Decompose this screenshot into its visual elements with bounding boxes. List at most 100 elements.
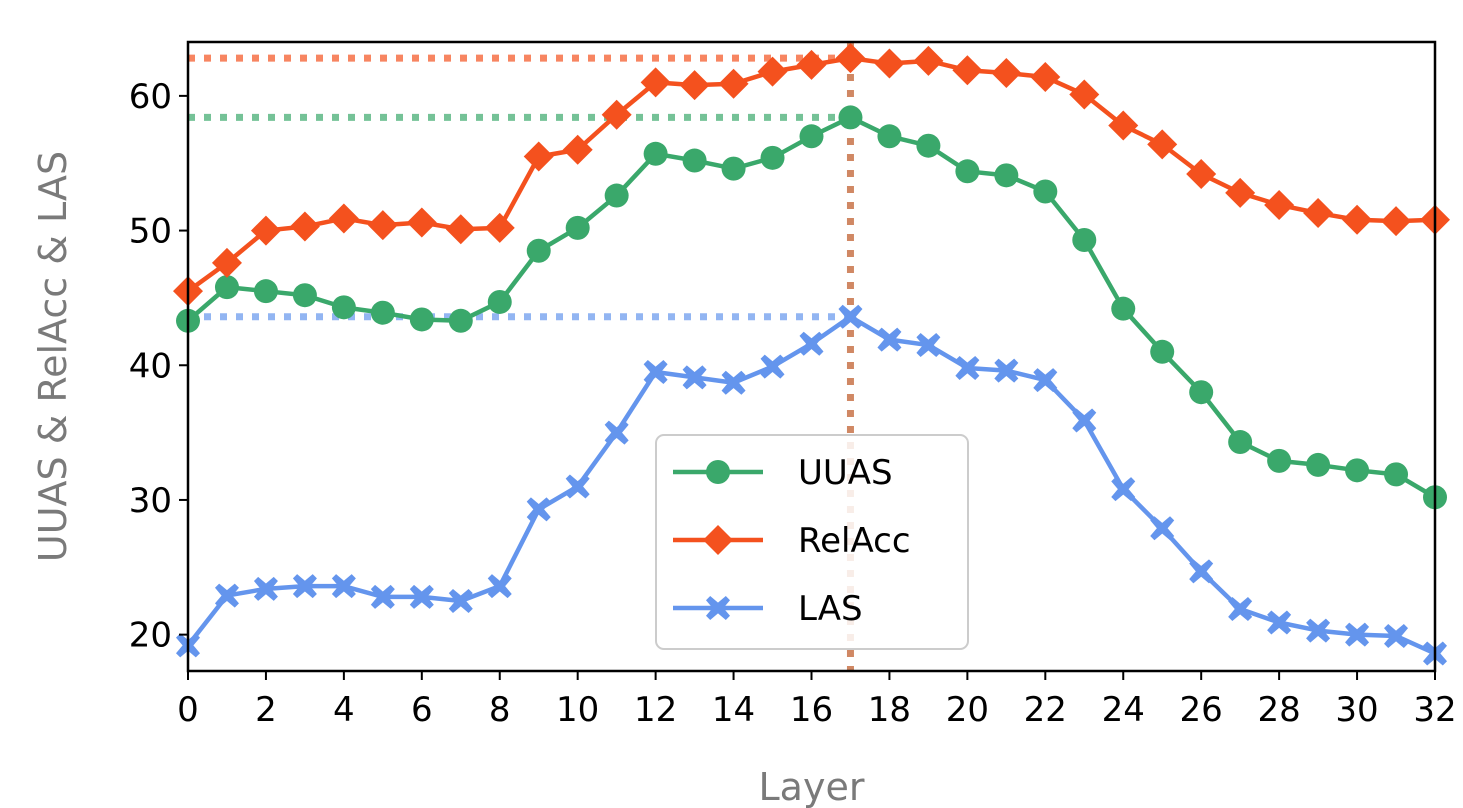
data-point-uuas	[877, 124, 902, 149]
data-point-uuas	[643, 141, 668, 166]
data-point-las	[331, 574, 356, 599]
data-point-uuas	[955, 159, 980, 184]
data-point-las	[253, 576, 278, 601]
data-point-relacc	[1303, 198, 1334, 229]
data-point-las	[1189, 559, 1214, 584]
data-point-las	[1384, 623, 1409, 648]
data-point-relacc	[874, 48, 905, 79]
data-point-las	[1033, 368, 1058, 393]
data-point-uuas	[1072, 227, 1097, 252]
x-tick-label: 20	[946, 690, 989, 730]
data-point-las	[1306, 618, 1331, 643]
legend-label-las: LAS	[798, 589, 863, 629]
data-point-las	[799, 331, 824, 356]
data-point-las	[214, 583, 239, 608]
data-point-uuas	[1267, 448, 1292, 473]
data-point-uuas	[604, 183, 629, 208]
data-point-relacc	[1108, 110, 1139, 141]
data-point-relacc	[211, 247, 242, 278]
y-axis-label: UUAS & RelAcc & LAS	[31, 151, 75, 562]
data-point-uuas	[799, 124, 824, 149]
data-point-las	[1267, 610, 1292, 635]
data-point-las	[760, 354, 785, 379]
data-point-uuas	[721, 156, 746, 181]
x-tick-label: 24	[1102, 690, 1145, 730]
data-point-uuas	[1033, 179, 1058, 204]
x-tick-label: 12	[634, 690, 677, 730]
data-point-relacc	[679, 70, 710, 101]
data-point-relacc	[601, 99, 632, 130]
data-point-relacc	[367, 210, 398, 241]
data-point-relacc	[1030, 62, 1061, 93]
data-point-relacc	[991, 57, 1022, 88]
data-point-uuas	[487, 289, 512, 314]
data-point-las	[955, 355, 980, 380]
data-point-uuas	[994, 163, 1019, 188]
data-point-relacc	[796, 49, 827, 80]
data-point-relacc	[445, 214, 476, 245]
x-tick-label: 30	[1335, 690, 1378, 730]
x-tick-label: 18	[868, 690, 911, 730]
data-point-las	[682, 365, 707, 390]
series-las	[176, 304, 1447, 666]
data-point-uuas	[1111, 296, 1136, 321]
data-point-uuas	[370, 300, 395, 325]
data-point-las	[604, 420, 629, 445]
x-tick-label: 8	[489, 690, 511, 730]
data-point-uuas	[253, 279, 278, 304]
data-point-relacc	[562, 134, 593, 165]
data-point-relacc	[484, 212, 515, 243]
y-tick-label: 40	[129, 346, 172, 386]
data-point-relacc	[718, 68, 749, 99]
data-point-las	[877, 327, 902, 352]
data-point-las	[370, 584, 395, 609]
legend-item-uuas: UUAS	[673, 453, 893, 493]
legend-label-uuas: UUAS	[798, 453, 893, 493]
legend-label-relacc: RelAcc	[798, 521, 911, 561]
x-tick-label: 2	[255, 690, 277, 730]
data-point-uuas	[448, 308, 473, 333]
x-tick-label: 16	[790, 690, 833, 730]
x-tick-label: 14	[712, 690, 755, 730]
legend-marker-relacc	[703, 525, 733, 555]
data-point-las	[448, 588, 473, 613]
data-point-las	[1150, 516, 1175, 541]
data-point-relacc	[640, 67, 671, 98]
data-point-relacc	[952, 55, 983, 86]
data-point-relacc	[1342, 204, 1373, 235]
legend-marker-las	[706, 596, 730, 620]
x-axis-label: Layer	[759, 765, 865, 808]
legend-item-las: LAS	[673, 589, 863, 629]
data-point-las	[643, 359, 668, 384]
data-point-uuas	[331, 295, 356, 320]
data-point-las	[1228, 597, 1253, 622]
legend: UUAS RelAcc LAS	[655, 434, 969, 650]
x-tick-label: 0	[177, 690, 199, 730]
y-axis: 20 30 40 50 60	[129, 77, 188, 656]
data-point-uuas	[1189, 380, 1214, 405]
data-point-las	[1345, 622, 1370, 647]
data-point-las	[526, 497, 551, 522]
data-point-las	[994, 358, 1019, 383]
series-layer	[173, 43, 1450, 666]
data-point-las	[1072, 408, 1097, 433]
data-point-relacc	[250, 215, 281, 246]
data-point-relacc	[1381, 206, 1412, 237]
data-point-relacc	[289, 211, 320, 242]
y-tick-label: 60	[129, 77, 172, 117]
y-tick-label: 20	[129, 616, 172, 656]
data-point-las	[292, 574, 317, 599]
data-point-uuas	[1150, 339, 1175, 364]
x-tick-label: 10	[556, 690, 599, 730]
data-point-relacc	[1147, 129, 1178, 160]
x-tick-label: 6	[411, 690, 433, 730]
data-point-las	[916, 333, 941, 358]
data-point-relacc	[835, 43, 866, 74]
x-tick-label: 4	[333, 690, 355, 730]
series-uuas	[176, 105, 1447, 510]
data-point-uuas	[565, 215, 590, 240]
data-point-relacc	[1225, 177, 1256, 208]
data-point-uuas	[214, 275, 239, 300]
data-point-uuas	[1384, 462, 1409, 487]
